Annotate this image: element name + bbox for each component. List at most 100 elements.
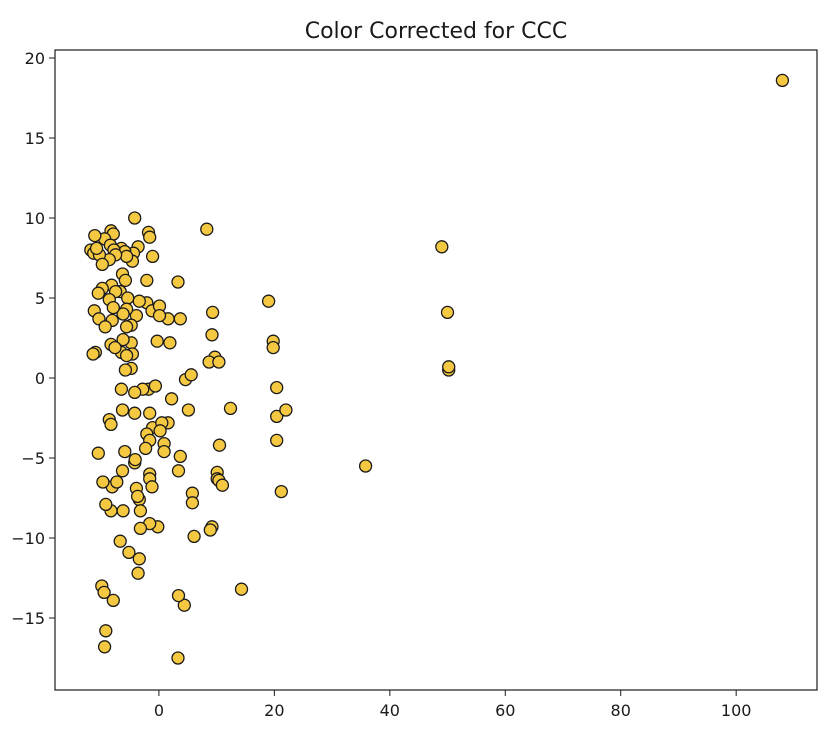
data-point (97, 640, 112, 654)
x-tick-label: 60 (495, 701, 515, 720)
data-point (104, 417, 118, 432)
data-point (261, 294, 276, 308)
data-point (116, 332, 130, 347)
x-axis: 0 20 40 60 80 100 (154, 690, 752, 720)
data-point (119, 348, 134, 363)
data-point (173, 312, 187, 326)
data-point (110, 475, 124, 489)
data-point (106, 593, 120, 608)
x-tick-label: 20 (264, 701, 284, 720)
data-point (171, 651, 185, 665)
data-point (95, 257, 109, 272)
data-point (99, 497, 113, 512)
data-point (163, 336, 177, 350)
data-point (212, 438, 227, 452)
data-points (84, 73, 790, 665)
data-point (171, 588, 186, 603)
y-axis: −15 −10 −5 0 5 10 15 20 (11, 49, 55, 628)
data-point (223, 401, 238, 416)
data-point (171, 275, 185, 289)
data-point (128, 452, 142, 467)
data-point (148, 379, 163, 393)
data-point (171, 464, 186, 478)
data-point (150, 334, 164, 348)
data-point (119, 320, 134, 334)
data-point (440, 305, 455, 320)
data-point (116, 307, 130, 321)
data-point (153, 424, 167, 438)
data-point (205, 328, 219, 342)
y-tick-label: 0 (35, 369, 45, 388)
data-point (108, 340, 122, 355)
data-point (89, 241, 104, 256)
data-point (173, 449, 187, 464)
data-point (181, 403, 196, 417)
data-point (128, 406, 142, 420)
data-point (86, 347, 100, 361)
data-point (234, 582, 249, 596)
data-point (121, 291, 135, 305)
data-point (106, 300, 120, 315)
data-point (96, 475, 110, 489)
data-point (215, 478, 230, 492)
data-point (143, 230, 157, 244)
y-tick-label: 5 (35, 289, 45, 308)
data-point (184, 368, 198, 382)
chart-title: Color Corrected for CCC (305, 19, 568, 44)
data-point (91, 286, 105, 300)
data-point (116, 504, 130, 518)
y-tick-label: −5 (21, 449, 45, 468)
data-point (164, 392, 179, 406)
data-point (185, 496, 200, 510)
data-point (113, 534, 127, 548)
data-point (435, 240, 449, 254)
data-point (132, 294, 146, 308)
data-point (205, 305, 220, 320)
data-point (119, 249, 134, 264)
data-point (266, 340, 280, 355)
data-point (270, 409, 284, 424)
y-tick-label: −15 (11, 609, 45, 628)
data-point (91, 446, 105, 460)
y-tick-label: −10 (11, 529, 45, 548)
data-point (270, 433, 284, 448)
data-point (88, 228, 102, 243)
data-point (145, 249, 160, 264)
data-point (775, 73, 790, 88)
y-tick-label: 10 (25, 209, 45, 228)
data-point (143, 406, 157, 420)
plot-area (54, 49, 818, 691)
data-point (133, 504, 148, 518)
data-point (115, 464, 130, 478)
data-point (99, 624, 113, 638)
data-point (97, 585, 111, 600)
data-point (145, 480, 159, 494)
data-point (115, 403, 130, 417)
y-tick-label: 15 (25, 129, 45, 148)
data-point (442, 360, 456, 374)
data-point (187, 529, 201, 544)
x-tick-label: 100 (721, 701, 752, 720)
data-point (203, 523, 217, 537)
data-point (157, 444, 171, 459)
data-point (128, 211, 142, 225)
data-point (131, 566, 145, 580)
data-point (133, 521, 148, 536)
data-point (152, 308, 167, 323)
data-point (118, 444, 132, 459)
data-point (132, 552, 146, 566)
data-point (212, 355, 226, 369)
data-point (138, 441, 153, 456)
x-tick-label: 40 (380, 701, 400, 720)
data-point (122, 545, 136, 560)
data-point (270, 380, 284, 395)
data-point (200, 222, 214, 236)
x-tick-label: 80 (611, 701, 631, 720)
data-point (140, 273, 154, 288)
x-tick-label: 0 (154, 701, 164, 720)
data-point (274, 484, 288, 499)
data-point (98, 320, 112, 334)
data-point (118, 363, 133, 377)
data-point (130, 489, 145, 504)
data-point (128, 385, 142, 400)
